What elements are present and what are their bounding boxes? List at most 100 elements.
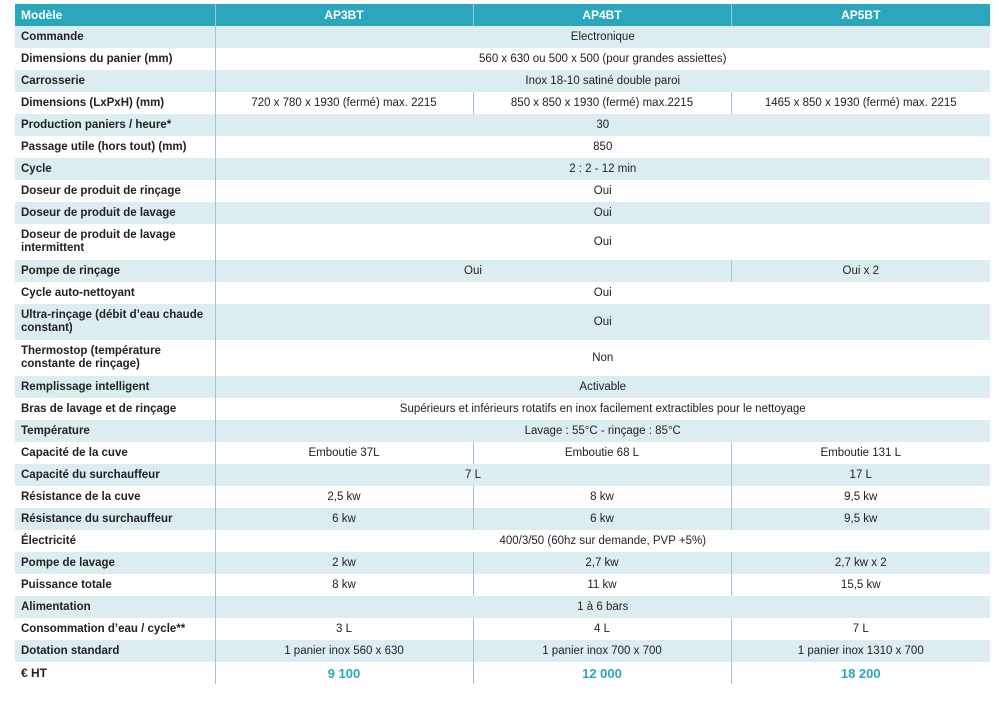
- spec-value: 560 x 630 ou 500 x 500 (pour grandes ass…: [479, 52, 727, 65]
- header-model-ap5bt: AP5BT: [841, 8, 881, 22]
- spec-value: 4 L: [473, 618, 732, 640]
- spec-label: Capacité de la cuve: [15, 442, 216, 464]
- spec-label: Puissance totale: [15, 574, 216, 596]
- spec-value: 2,5 kw: [215, 486, 474, 508]
- header-model-ap3bt: AP3BT: [215, 4, 474, 26]
- spec-value: 1 panier inox 1310 x 700: [797, 644, 924, 657]
- spec-value: Inox 18-10 satiné double paroi: [525, 74, 681, 87]
- spec-label: Cycle: [15, 158, 216, 180]
- spec-row: Pompe de rinçage Oui Oui x 2: [15, 260, 990, 282]
- spec-value: 2,7 kw x 2: [834, 556, 887, 569]
- spec-value: 720 x 780 x 1930 (fermé) max. 2215: [215, 92, 474, 114]
- spec-label: Dotation standard: [15, 640, 216, 662]
- header-row: Modèle AP3BT AP4BT AP5BT: [15, 4, 990, 26]
- spec-label: Production paniers / heure*: [15, 114, 216, 136]
- spec-value: 8 kw: [473, 486, 732, 508]
- spec-row: Doseur de produit de rinçage Oui: [15, 180, 990, 202]
- spec-value: Supérieurs et inférieurs rotatifs en ino…: [399, 402, 806, 415]
- spec-label: Ultra-rinçage (débit d’eau chaude consta…: [15, 304, 216, 340]
- spec-value: 15,5 kw: [840, 578, 881, 591]
- spec-value: 400/3/50 (60hz sur demande, PVP +5%): [499, 534, 707, 547]
- spec-value: Emboutie 37L: [215, 442, 474, 464]
- spec-row: Bras de lavage et de rinçage Supérieurs e…: [15, 398, 990, 420]
- spec-row: Résistance de la cuve 2,5 kw 8 kw 9,5 kw: [15, 486, 990, 508]
- spec-row: Passage utile (hors tout) (mm) 850: [15, 136, 990, 158]
- spec-row: Température Lavage : 55°C - rinçage : 85°…: [15, 420, 990, 442]
- spec-value: Oui: [593, 184, 612, 197]
- spec-label: Remplissage intelligent: [15, 376, 216, 398]
- spec-label: Électricité: [15, 530, 216, 552]
- spec-value: 1 panier inox 560 x 630: [215, 640, 474, 662]
- spec-body: Commande Electronique Dimensions du panier…: [15, 26, 990, 684]
- spec-row: Électricité 400/3/50 (60hz sur demande, P…: [15, 530, 990, 552]
- price-row: € HT 9 100 12 000 18 200: [15, 662, 990, 684]
- spec-value: Oui: [593, 206, 612, 219]
- spec-row: Production paniers / heure* 30: [15, 114, 990, 136]
- price-value: 12 000: [473, 662, 732, 684]
- spec-label: Passage utile (hors tout) (mm): [15, 136, 216, 158]
- spec-label: Doseur de produit de rinçage: [15, 180, 216, 202]
- spec-value: Oui: [593, 286, 612, 299]
- spec-row: Doseur de produit de lavage Oui: [15, 202, 990, 224]
- spec-label: Bras de lavage et de rinçage: [15, 398, 216, 420]
- spec-value: 9,5 kw: [844, 490, 878, 503]
- spec-value: 6 kw: [215, 508, 474, 530]
- spec-table: Modèle AP3BT AP4BT AP5BT Commande Electro…: [15, 4, 990, 684]
- spec-value: Emboutie 131 L: [820, 446, 902, 459]
- spec-value: Oui: [593, 235, 612, 248]
- spec-row: Cycle 2 : 2 - 12 min: [15, 158, 990, 180]
- spec-label: Consommation d’eau / cycle**: [15, 618, 216, 640]
- spec-value: Activable: [579, 380, 627, 393]
- spec-row: Ultra-rinçage (débit d’eau chaude consta…: [15, 304, 990, 340]
- spec-label: Alimentation: [15, 596, 216, 618]
- spec-label: Carrosserie: [15, 70, 216, 92]
- spec-value: Oui x 2: [842, 264, 879, 277]
- spec-value: Electronique: [570, 30, 635, 43]
- spec-value: 7 L: [215, 464, 732, 486]
- spec-label: Pompe de lavage: [15, 552, 216, 574]
- spec-value: 11 kw: [473, 574, 732, 596]
- spec-label: Commande: [15, 26, 216, 48]
- spec-row: Alimentation 1 à 6 bars: [15, 596, 990, 618]
- spec-value: 9,5 kw: [844, 512, 878, 525]
- spec-value: 7 L: [852, 622, 869, 635]
- spec-label: Pompe de rinçage: [15, 260, 216, 282]
- spec-label: Doseur de produit de lavage intermittent: [15, 224, 216, 260]
- spec-value: 6 kw: [473, 508, 732, 530]
- spec-value: 1 à 6 bars: [577, 600, 629, 613]
- spec-label: Doseur de produit de lavage: [15, 202, 216, 224]
- spec-row: Carrosserie Inox 18-10 satiné double paro…: [15, 70, 990, 92]
- spec-row: Remplissage intelligent Activable: [15, 376, 990, 398]
- spec-value: 2 kw: [215, 552, 474, 574]
- spec-row: Cycle auto-nettoyant Oui: [15, 282, 990, 304]
- spec-row: Puissance totale 8 kw 11 kw 15,5 kw: [15, 574, 990, 596]
- spec-label: € HT: [15, 662, 216, 684]
- spec-row: Capacité de la cuve Emboutie 37L Emboutie …: [15, 442, 990, 464]
- spec-value: 2 : 2 - 12 min: [569, 162, 637, 175]
- spec-value: Non: [592, 351, 614, 364]
- spec-value: 850: [593, 140, 613, 153]
- spec-label: Thermostop (température constante de rin…: [15, 340, 216, 376]
- price-value: 9 100: [215, 662, 474, 684]
- spec-label: Résistance de la cuve: [15, 486, 216, 508]
- price-value: 18 200: [840, 665, 881, 681]
- spec-value: Emboutie 68 L: [473, 442, 732, 464]
- spec-label: Température: [15, 420, 216, 442]
- spec-label: Cycle auto-nettoyant: [15, 282, 216, 304]
- spec-value: 17 L: [849, 468, 872, 481]
- spec-label: Dimensions du panier (mm): [15, 48, 216, 70]
- spec-row: Commande Electronique: [15, 26, 990, 48]
- header-model-label: Modèle: [15, 4, 216, 26]
- header-model-ap4bt: AP4BT: [473, 4, 732, 26]
- spec-label: Résistance du surchauffeur: [15, 508, 216, 530]
- spec-value: 2,7 kw: [473, 552, 732, 574]
- spec-row: Dotation standard 1 panier inox 560 x 630…: [15, 640, 990, 662]
- spec-value: 3 L: [215, 618, 474, 640]
- spec-label: Dimensions (LxPxH) (mm): [15, 92, 216, 114]
- spec-value: Oui: [215, 260, 732, 282]
- spec-value: 1465 x 850 x 1930 (fermé) max. 2215: [764, 96, 957, 109]
- spec-value: 850 x 850 x 1930 (fermé) max.2215: [473, 92, 732, 114]
- spec-row: Dimensions du panier (mm) 560 x 630 ou 50…: [15, 48, 990, 70]
- spec-label: Capacité du surchauffeur: [15, 464, 216, 486]
